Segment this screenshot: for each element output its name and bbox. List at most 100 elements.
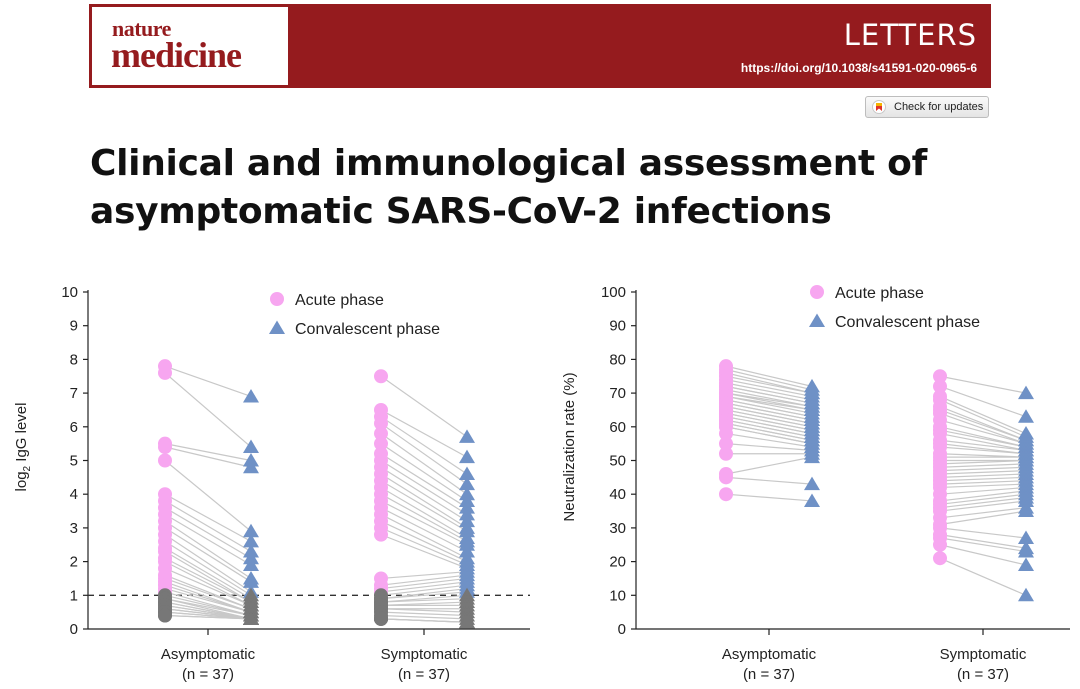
pair-line xyxy=(939,500,1027,512)
legend-convalescent-label: Convalescent phase xyxy=(295,321,440,338)
pair-line xyxy=(725,385,813,404)
journal-banner: nature medicine LETTERS https://doi.org/… xyxy=(89,4,991,88)
pair-line xyxy=(380,422,468,485)
pair-line xyxy=(939,534,1027,549)
y-tick-label: 100 xyxy=(601,284,626,301)
acute-point xyxy=(158,365,172,380)
y-tick-label: 70 xyxy=(609,385,626,402)
legend-convalescent-label: Convalescent phase xyxy=(835,314,980,331)
pair-line xyxy=(164,460,252,532)
y-tick-label: 6 xyxy=(70,419,78,436)
pair-line xyxy=(939,490,1027,502)
journal-logo[interactable]: nature medicine xyxy=(92,7,288,85)
convalescent-point xyxy=(243,523,259,538)
category-label: Symptomatic xyxy=(381,646,468,663)
acute-point xyxy=(719,446,733,461)
y-tick-label: 9 xyxy=(70,318,78,335)
pair-line xyxy=(380,618,468,623)
convalescent-point xyxy=(243,557,259,571)
convalescent-point xyxy=(459,429,475,443)
pair-line xyxy=(380,486,468,539)
section-label: LETTERS xyxy=(843,18,977,52)
category-label: Asymptomatic xyxy=(722,646,817,663)
pair-line xyxy=(725,382,813,401)
pair-line xyxy=(380,598,468,603)
legend-acute-label: Acute phase xyxy=(295,292,384,309)
pair-line xyxy=(380,416,468,475)
pair-line xyxy=(380,513,468,559)
pair-line xyxy=(164,561,252,606)
pair-line xyxy=(164,520,252,579)
acute-point xyxy=(374,369,388,384)
pair-line xyxy=(380,507,468,553)
pair-line xyxy=(939,527,1027,539)
y-tick-label: 10 xyxy=(61,284,78,301)
pair-line xyxy=(380,375,468,438)
category-label: Asymptomatic xyxy=(161,646,256,663)
pair-line xyxy=(725,412,813,431)
pair-line xyxy=(380,591,468,600)
pair-line xyxy=(725,368,813,391)
y-tick-label: 8 xyxy=(70,351,78,368)
pair-line xyxy=(380,574,468,586)
pair-line xyxy=(164,540,252,596)
pair-line xyxy=(164,443,252,462)
pair-line xyxy=(164,365,252,398)
convalescent-point xyxy=(459,449,475,464)
category-label: Symptomatic xyxy=(940,646,1027,663)
acute-point xyxy=(933,537,947,552)
pair-line xyxy=(725,443,813,451)
pair-line xyxy=(380,581,468,593)
y-tick-label: 10 xyxy=(609,587,626,604)
convalescent-point xyxy=(804,449,820,464)
pair-line xyxy=(939,409,1027,441)
pair-line xyxy=(164,534,252,593)
pair-line xyxy=(725,419,813,438)
convalescent-point xyxy=(1018,385,1034,400)
pair-line xyxy=(939,480,1027,485)
y-tick-label: 2 xyxy=(70,554,78,571)
acute-point xyxy=(374,611,388,626)
pair-line xyxy=(939,463,1027,468)
pair-line xyxy=(939,537,1027,553)
convalescent-point xyxy=(804,476,820,491)
acute-point xyxy=(374,416,388,431)
pair-line xyxy=(380,614,468,620)
convalescent-point xyxy=(804,493,820,507)
pair-line xyxy=(939,493,1027,505)
pair-line xyxy=(164,577,252,610)
pair-line xyxy=(164,513,252,566)
check-for-updates-label: Check for updates xyxy=(894,101,984,113)
pair-line xyxy=(380,527,468,566)
pair-line xyxy=(939,432,1027,451)
y-tick-label: 4 xyxy=(70,486,78,503)
convalescent-point xyxy=(1018,530,1034,545)
pair-line xyxy=(725,379,813,398)
pair-line xyxy=(725,426,813,445)
pair-line xyxy=(725,399,813,418)
doi-link[interactable]: https://doi.org/10.1038/s41591-020-0965-… xyxy=(740,61,977,75)
pair-line xyxy=(939,483,1027,489)
category-n-label: (n = 37) xyxy=(957,666,1009,683)
pair-line xyxy=(380,608,468,613)
logo-line-nature: nature xyxy=(112,16,171,41)
pair-line xyxy=(380,534,468,569)
pair-line xyxy=(164,567,252,606)
pair-line xyxy=(164,614,252,620)
igg-level-chart: log2 IgG level 0 1 2 3 4 5 6 7 8 9 10 Asymptomatic (… xyxy=(13,284,530,683)
pair-line xyxy=(380,459,468,515)
pair-line xyxy=(380,466,468,522)
pair-line xyxy=(939,446,1027,455)
y-tick-label: 40 xyxy=(609,486,626,503)
y-tick-label: 1 xyxy=(70,587,78,604)
convalescent-point xyxy=(243,388,259,403)
pair-line xyxy=(380,493,468,542)
check-for-updates-button[interactable]: Check for updates xyxy=(865,96,989,118)
category-n-label: (n = 37) xyxy=(743,666,795,683)
pair-line xyxy=(725,493,813,502)
acute-point xyxy=(374,527,388,542)
pair-line xyxy=(164,493,252,542)
article-title: Clinical and immunological assessment of… xyxy=(90,143,927,232)
acute-point xyxy=(719,426,733,441)
pair-line xyxy=(725,416,813,435)
